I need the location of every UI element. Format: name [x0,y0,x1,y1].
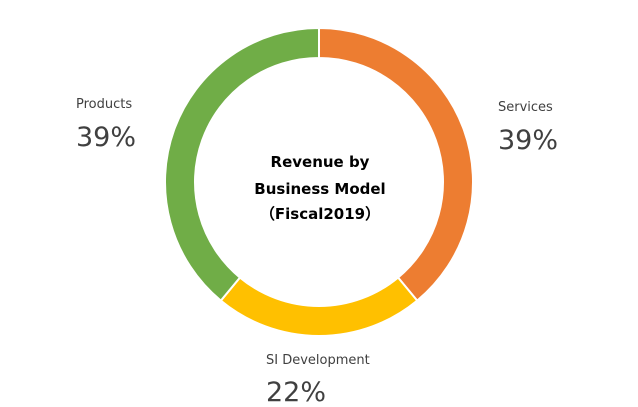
data-label-si-development: 22% [266,377,326,407]
data-label-products: 39% [76,122,136,153]
chart-title-line-2: Business Model [254,180,385,198]
category-label-products: Products [76,97,132,112]
chart-title-line-1: Revenue by [271,153,370,171]
category-label-services: Services [498,100,553,115]
chart-title-line-3: （Fiscal2019） [260,205,380,223]
category-label-si-development: SI Development [266,353,370,368]
donut-slices [164,26,474,337]
slice-products [164,26,320,303]
slice-si-development [219,276,419,337]
data-label-services: 39% [498,125,558,156]
